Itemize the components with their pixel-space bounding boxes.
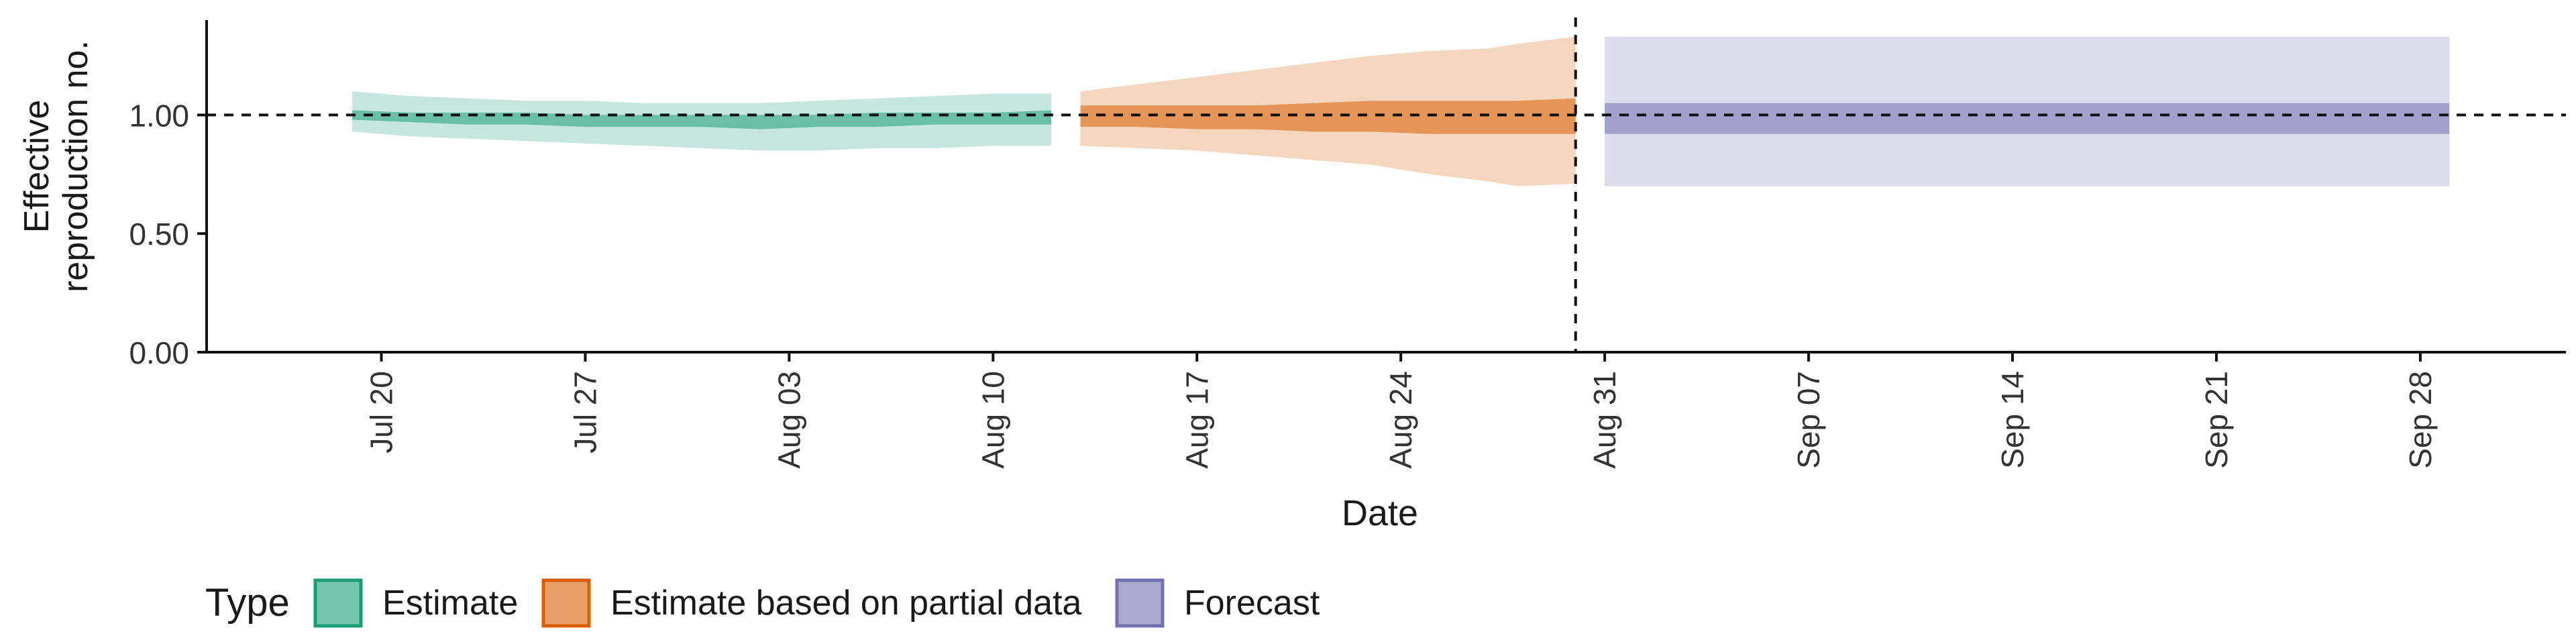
legend-label-1: Estimate based on partial data (610, 584, 1082, 623)
reference-lines (207, 17, 2566, 352)
x-tick-label-8: Sep 14 (1995, 371, 2030, 469)
legend-label-2: Forecast (1184, 584, 1320, 623)
y-tick-label-0: 0.00 (129, 335, 189, 370)
y-axis-label-line-2: reproduction no. (56, 40, 95, 292)
axis-labels: Effective reproduction no. Date (17, 40, 1418, 533)
legend-key-0 (313, 578, 363, 628)
x-tick-label-4: Aug 17 (1179, 371, 1214, 469)
ribbon-50-series-2 (1605, 103, 2450, 134)
x-tick-label-3: Aug 10 (975, 371, 1010, 469)
ribbons-layer (352, 36, 2450, 186)
x-tick-label-5: Aug 24 (1383, 371, 1418, 469)
x-axis-label: Date (1342, 493, 1418, 533)
legend-label-0: Estimate (382, 584, 518, 623)
axes: 0.00 0.50 1.00 Jul 20 Jul 27 Aug 03 Aug 10 Aug … (129, 20, 2566, 469)
y-axis-label-line-1: Effective (17, 100, 56, 233)
legend-key-2 (1115, 578, 1165, 628)
x-tick-label-10: Sep 28 (2403, 371, 2438, 469)
x-tick-label-9: Sep 21 (2199, 371, 2234, 469)
x-tick-label-0: Jul 20 (364, 371, 399, 453)
x-tick-label-6: Aug 31 (1587, 371, 1622, 469)
legend-key-1 (541, 578, 591, 628)
y-tick-label-2: 1.00 (129, 98, 189, 133)
x-tick-label-2: Aug 03 (771, 371, 806, 469)
legend: Type Estimate Estimate based on partial d… (205, 578, 1320, 628)
y-tick-label-1: 0.50 (129, 217, 189, 252)
x-tick-label-1: Jul 27 (568, 371, 603, 453)
x-tick-label-7: Sep 07 (1791, 371, 1826, 469)
legend-title: Type (205, 581, 290, 625)
